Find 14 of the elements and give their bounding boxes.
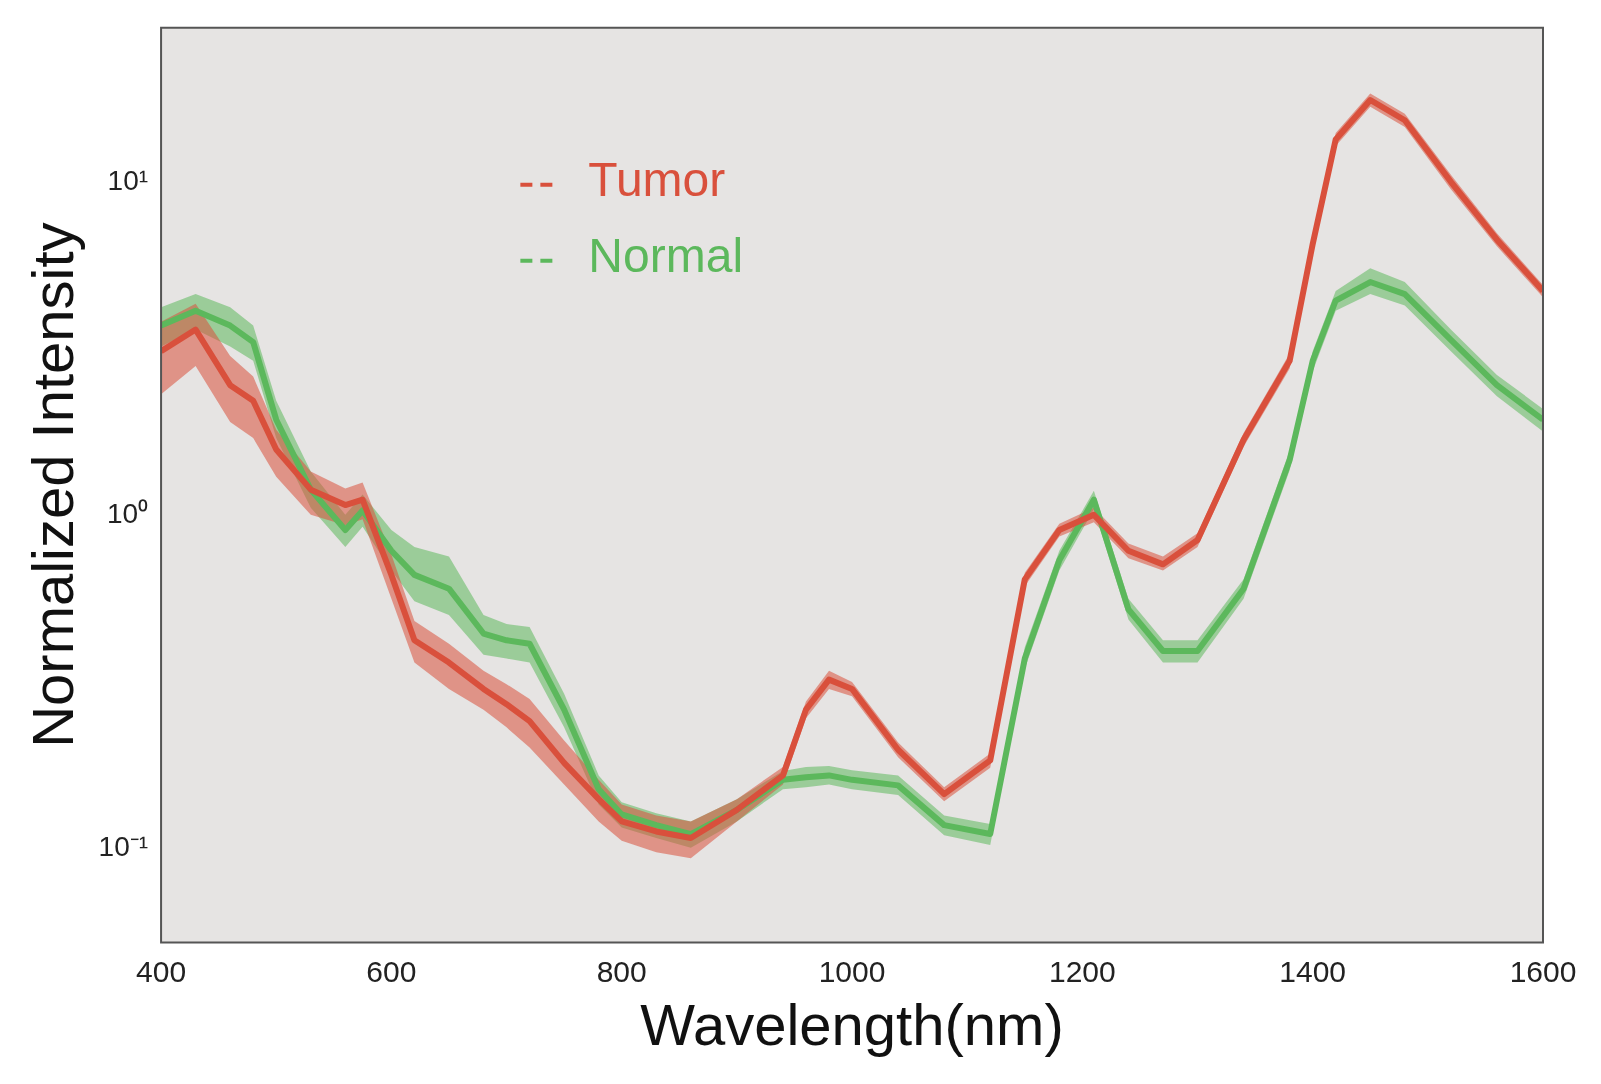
y-axis-title: Normalized Intensity xyxy=(19,222,85,748)
legend-label: Tumor xyxy=(588,153,726,207)
x-tick-label: 400 xyxy=(136,954,187,988)
y-tick-label: 10⁰ xyxy=(106,497,149,529)
x-tick-label: 1200 xyxy=(1048,954,1116,988)
y-tick-label: 10¹ xyxy=(107,164,149,196)
x-tick-label: 1400 xyxy=(1279,954,1347,988)
x-axis-title: Wavelength(nm) xyxy=(640,992,1064,1058)
legend-label: Normal xyxy=(588,229,744,283)
x-tick-label: 800 xyxy=(596,954,647,988)
x-tick-label: 600 xyxy=(366,954,417,988)
y-tick-label: 10⁻¹ xyxy=(98,830,149,862)
x-tick-label: 1000 xyxy=(818,954,886,988)
x-tick-label: 1600 xyxy=(1509,954,1577,988)
